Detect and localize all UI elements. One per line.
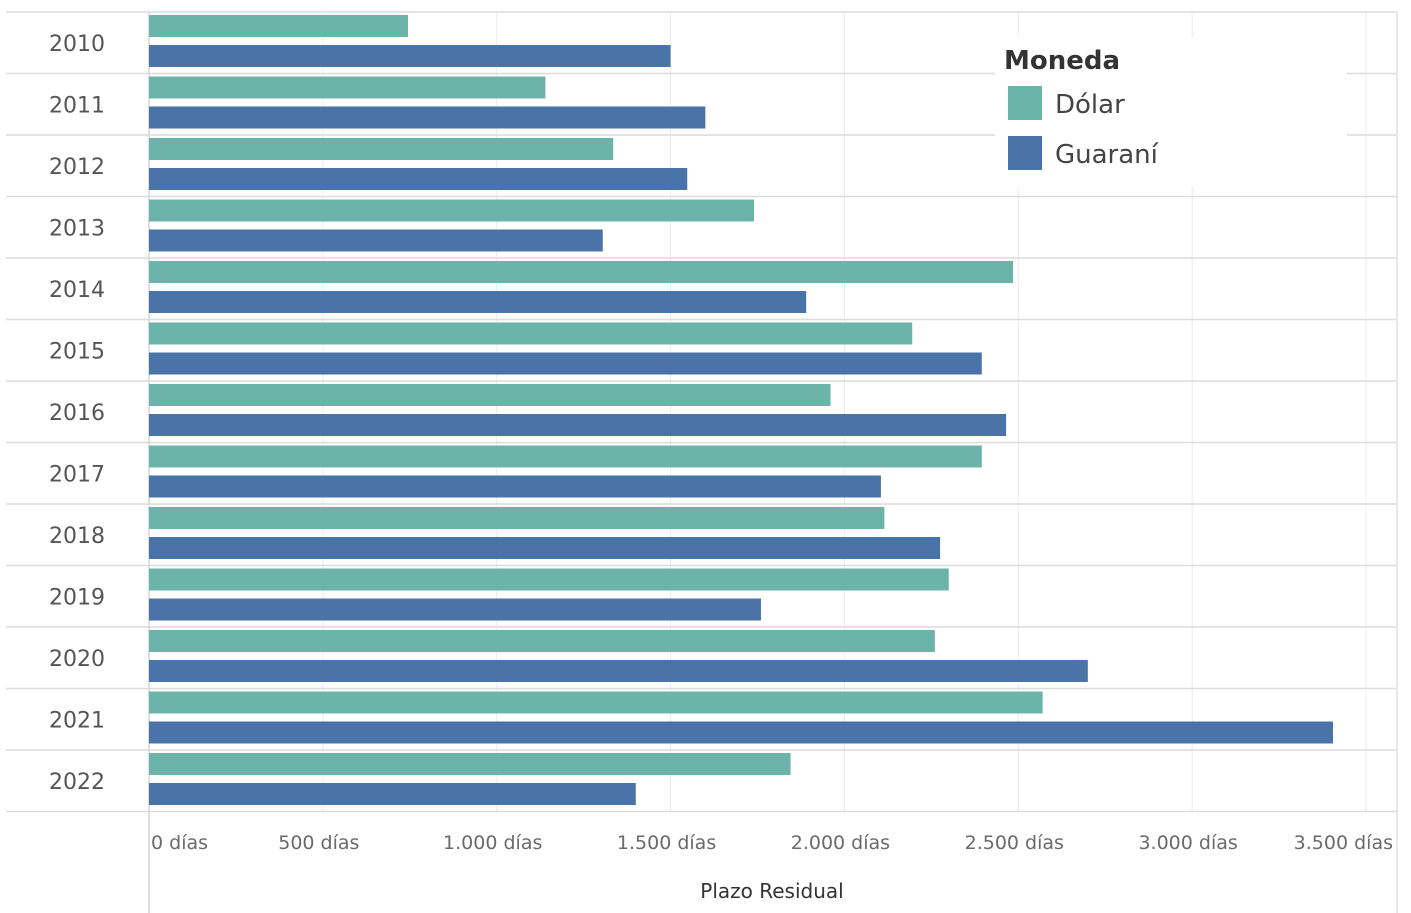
year-label-2010: 2010 bbox=[49, 32, 105, 57]
year-label-2022: 2022 bbox=[49, 770, 105, 795]
bars-layer bbox=[149, 15, 1333, 805]
x-tick-label: 0 días bbox=[151, 832, 208, 854]
bar-dolar-2020 bbox=[149, 630, 935, 652]
legend-swatch-dolar bbox=[1008, 86, 1042, 120]
bar-dolar-2011 bbox=[149, 76, 546, 99]
bar-dolar-2016 bbox=[149, 384, 831, 406]
bar-dolar-2017 bbox=[149, 445, 982, 468]
year-labels: 2010 2011 2012 2013 2014 2015 2016 2017 2018 2019… bbox=[49, 32, 105, 795]
x-tick-label: 2.000 días bbox=[791, 832, 890, 854]
bar-dolar-2021 bbox=[149, 691, 1043, 714]
year-label-2012: 2012 bbox=[49, 155, 105, 180]
year-label-2020: 2020 bbox=[49, 647, 105, 672]
bar-guarani-2022 bbox=[149, 783, 636, 805]
bar-guarani-2014 bbox=[149, 291, 807, 313]
bar-guarani-2013 bbox=[149, 229, 603, 252]
x-axis-title: Plazo Residual bbox=[700, 879, 843, 903]
bar-dolar-2018 bbox=[149, 507, 885, 529]
bar-guarani-2019 bbox=[149, 598, 761, 621]
bar-dolar-2013 bbox=[149, 199, 755, 222]
year-label-2016: 2016 bbox=[49, 401, 105, 426]
x-tick-label: 2.500 días bbox=[965, 832, 1064, 854]
year-label-2019: 2019 bbox=[49, 585, 105, 610]
bar-guarani-2010 bbox=[149, 45, 671, 67]
bar-guarani-2011 bbox=[149, 106, 706, 129]
x-tick-label: 3.500 días bbox=[1294, 832, 1393, 854]
legend-label-dolar: Dólar bbox=[1055, 90, 1125, 120]
legend-background bbox=[995, 38, 1347, 186]
bar-guarani-2021 bbox=[149, 721, 1333, 744]
bar-guarani-2016 bbox=[149, 414, 1007, 436]
bar-dolar-2019 bbox=[149, 568, 949, 591]
legend-swatch-guarani bbox=[1008, 136, 1042, 170]
year-label-2015: 2015 bbox=[49, 339, 105, 364]
legend: Moneda Dólar Guaraní bbox=[995, 38, 1347, 186]
bar-guarani-2018 bbox=[149, 537, 941, 559]
x-tick-label: 1.000 días bbox=[443, 832, 542, 854]
bar-dolar-2012 bbox=[149, 138, 614, 160]
x-axis-ticks: 0 días 500 días 1.000 días 1.500 días 2.000 … bbox=[151, 832, 1393, 854]
year-label-2013: 2013 bbox=[49, 216, 105, 241]
bar-dolar-2015 bbox=[149, 322, 913, 345]
x-tick-label: 1.500 días bbox=[617, 832, 716, 854]
bar-guarani-2020 bbox=[149, 660, 1088, 682]
year-label-2011: 2011 bbox=[49, 93, 105, 118]
bar-dolar-2010 bbox=[149, 15, 409, 37]
year-label-2017: 2017 bbox=[49, 462, 105, 487]
bar-dolar-2022 bbox=[149, 753, 791, 775]
bar-guarani-2015 bbox=[149, 352, 982, 375]
x-tick-label: 500 días bbox=[278, 832, 359, 854]
bar-guarani-2017 bbox=[149, 475, 881, 498]
year-label-2021: 2021 bbox=[49, 708, 105, 733]
year-label-2018: 2018 bbox=[49, 524, 105, 549]
legend-label-guarani: Guaraní bbox=[1055, 140, 1159, 170]
x-tick-label: 3.000 días bbox=[1138, 832, 1237, 854]
bar-dolar-2014 bbox=[149, 261, 1014, 283]
bar-guarani-2012 bbox=[149, 168, 688, 190]
year-label-2014: 2014 bbox=[49, 278, 105, 303]
legend-title: Moneda bbox=[1004, 46, 1120, 76]
